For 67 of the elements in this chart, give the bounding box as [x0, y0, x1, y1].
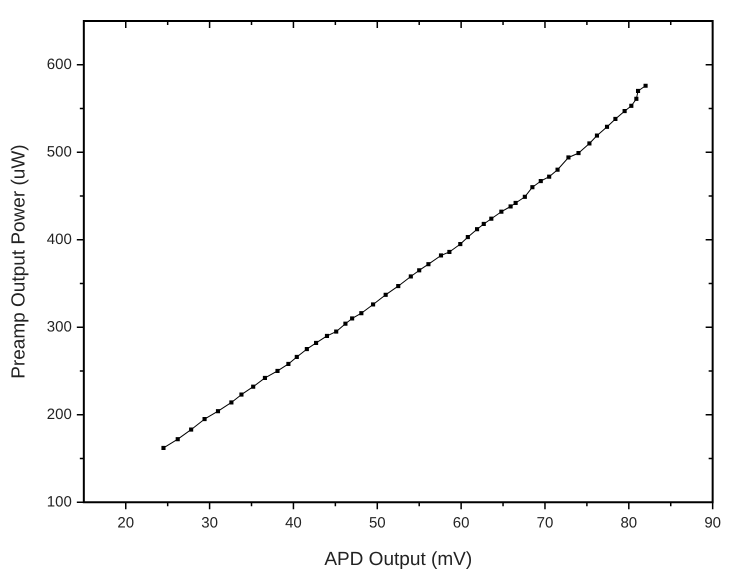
point	[522, 194, 527, 199]
point	[262, 376, 267, 380]
point	[555, 168, 560, 172]
x-tick-label: 70	[536, 514, 554, 532]
point	[576, 151, 581, 156]
point	[202, 417, 207, 422]
point	[384, 292, 388, 297]
x-tick-label: 60	[452, 514, 470, 532]
y-tick-label: 100	[46, 493, 72, 510]
x-axis-title: APD Output (mV)	[324, 548, 472, 570]
point	[229, 400, 234, 405]
point	[587, 141, 592, 146]
point	[359, 311, 364, 316]
x-tick-label: 30	[201, 514, 218, 532]
point	[275, 368, 280, 374]
x-tick-label: 90	[704, 514, 721, 532]
point	[438, 253, 444, 258]
point	[161, 446, 166, 450]
point	[622, 109, 627, 114]
y-tick-label: 200	[46, 406, 72, 423]
point	[304, 347, 309, 352]
point	[396, 284, 400, 288]
point	[613, 116, 618, 122]
point	[530, 185, 534, 190]
point	[314, 340, 318, 346]
point	[334, 330, 338, 334]
point	[636, 88, 640, 94]
point	[426, 262, 430, 266]
y-tick-label: 300	[46, 318, 72, 336]
x-tick-label: 40	[285, 514, 302, 532]
point	[594, 134, 600, 138]
point	[343, 322, 348, 326]
point	[294, 354, 299, 360]
point	[189, 428, 194, 432]
point	[286, 362, 290, 366]
point	[547, 174, 552, 179]
point	[566, 155, 570, 160]
x-tick-label: 20	[117, 514, 134, 532]
point	[508, 204, 513, 209]
point	[447, 250, 452, 254]
point	[176, 437, 180, 442]
y-tick-label: 400	[46, 230, 72, 248]
point	[239, 392, 244, 397]
point	[538, 179, 543, 184]
x-tick-label: 50	[368, 514, 386, 532]
point	[629, 104, 634, 108]
point	[499, 210, 504, 214]
point	[604, 124, 610, 129]
y-axis-title: Preamp Output Power (uW)	[8, 144, 30, 379]
y-tick-label: 600	[46, 56, 72, 73]
point	[475, 227, 480, 232]
point	[482, 222, 486, 226]
x-tick-label: 80	[620, 514, 638, 532]
point	[634, 96, 638, 101]
point	[489, 216, 494, 221]
point	[514, 200, 518, 206]
point	[458, 242, 462, 246]
point	[371, 302, 376, 307]
point	[216, 409, 220, 414]
point	[644, 84, 648, 88]
point	[251, 384, 256, 389]
point	[408, 274, 413, 279]
y-tick-label: 500	[46, 143, 72, 160]
point	[324, 334, 330, 338]
point	[350, 316, 354, 321]
point	[466, 235, 470, 240]
point	[417, 268, 422, 272]
